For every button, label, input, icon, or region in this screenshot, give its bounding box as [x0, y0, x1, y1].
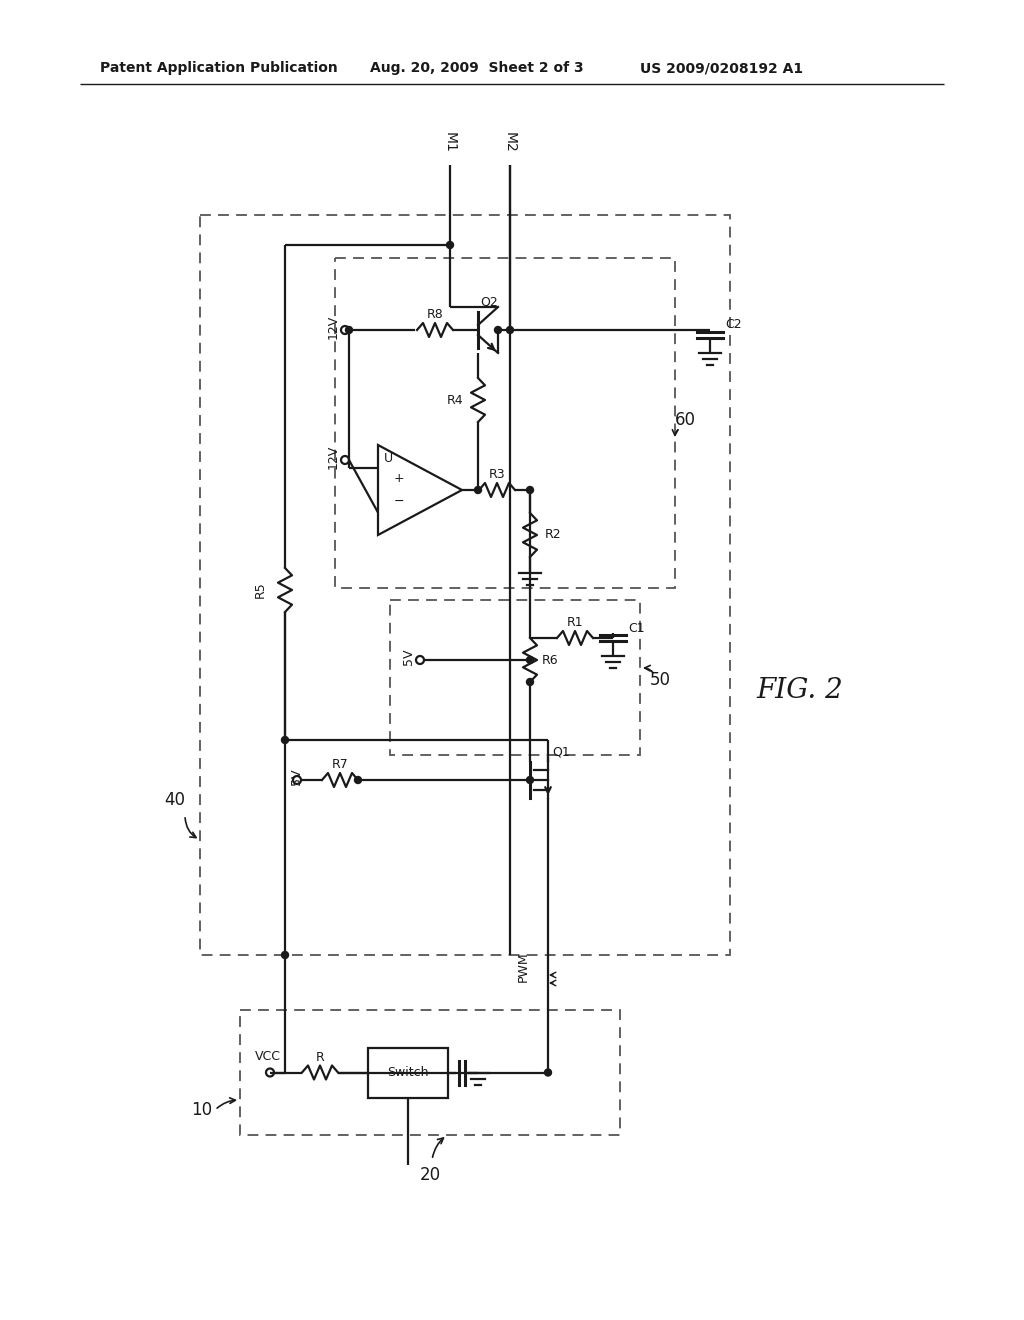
Text: 5V: 5V: [402, 648, 415, 665]
Circle shape: [507, 326, 513, 334]
Text: +: +: [393, 473, 404, 486]
Circle shape: [526, 656, 534, 664]
Text: M1: M1: [443, 132, 457, 153]
Circle shape: [345, 326, 352, 334]
Text: US 2009/0208192 A1: US 2009/0208192 A1: [640, 61, 803, 75]
Text: VCC: VCC: [255, 1049, 281, 1063]
Text: R2: R2: [545, 528, 561, 541]
Text: R3: R3: [488, 469, 505, 482]
Text: Q1: Q1: [552, 746, 569, 759]
Text: R5: R5: [254, 582, 267, 598]
Text: 60: 60: [675, 411, 695, 429]
Text: R: R: [315, 1051, 325, 1064]
Circle shape: [446, 242, 454, 248]
Bar: [368, 1048, 449, 1097]
Circle shape: [474, 487, 481, 494]
Text: 10: 10: [191, 1101, 213, 1119]
Circle shape: [282, 737, 289, 743]
Text: 20: 20: [420, 1166, 440, 1184]
Circle shape: [526, 678, 534, 685]
Text: Switch: Switch: [387, 1067, 429, 1078]
Text: R4: R4: [446, 393, 463, 407]
Circle shape: [354, 776, 361, 784]
Text: M2: M2: [503, 132, 517, 153]
Text: −: −: [394, 495, 404, 508]
Text: R6: R6: [542, 653, 559, 667]
Text: PWM: PWM: [517, 952, 530, 982]
Text: 40: 40: [165, 791, 185, 809]
Text: 12V: 12V: [327, 315, 340, 339]
Circle shape: [495, 326, 502, 334]
Bar: [240, 1010, 620, 1135]
Circle shape: [545, 1069, 552, 1076]
Circle shape: [526, 776, 534, 784]
Text: C2: C2: [725, 318, 741, 331]
Text: R8: R8: [427, 309, 443, 322]
Bar: [390, 601, 640, 755]
Text: Patent Application Publication: Patent Application Publication: [100, 61, 338, 75]
Bar: [200, 215, 730, 954]
Text: Q2: Q2: [480, 296, 498, 309]
Circle shape: [526, 487, 534, 494]
Text: R1: R1: [566, 616, 584, 630]
Bar: [335, 257, 675, 587]
Text: C1: C1: [628, 622, 645, 635]
Text: R7: R7: [332, 759, 348, 771]
Text: Aug. 20, 2009  Sheet 2 of 3: Aug. 20, 2009 Sheet 2 of 3: [370, 61, 584, 75]
Text: FIG. 2: FIG. 2: [757, 676, 844, 704]
Text: 5V: 5V: [290, 768, 303, 785]
Text: 50: 50: [649, 671, 671, 689]
Circle shape: [282, 952, 289, 958]
Text: U: U: [384, 451, 393, 465]
Text: 12V: 12V: [327, 445, 340, 469]
